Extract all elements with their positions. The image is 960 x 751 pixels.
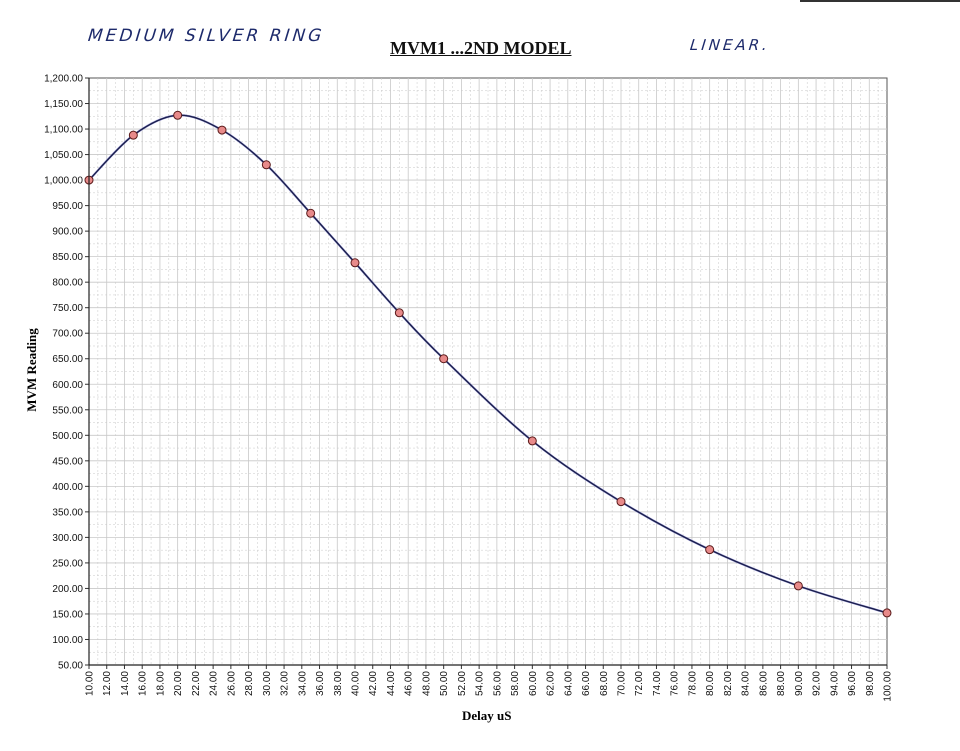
- x-tick-label: 28.00: [244, 671, 255, 696]
- x-tick-label: 12.00: [102, 671, 113, 696]
- x-tick-label: 20.00: [173, 671, 184, 696]
- scan-artifact-line: [800, 0, 960, 2]
- y-tick-label: 1,000.00: [44, 176, 83, 187]
- x-tick-label: 60.00: [528, 671, 539, 696]
- data-point: [306, 208, 316, 218]
- x-tick-label: 92.00: [812, 671, 823, 696]
- y-tick-label: 950.00: [52, 201, 83, 212]
- y-tick-label: 800.00: [52, 278, 83, 289]
- x-tick-label: 98.00: [865, 671, 876, 696]
- x-tick-label: 16.00: [138, 671, 149, 696]
- data-point: [527, 436, 537, 446]
- x-tick-label: 82.00: [723, 671, 734, 696]
- y-tick-label: 850.00: [52, 252, 83, 263]
- y-tick-label: 450.00: [52, 456, 83, 467]
- data-point: [128, 130, 138, 140]
- x-tick-label: 24.00: [209, 671, 220, 696]
- x-tick-label: 30.00: [262, 671, 273, 696]
- data-point: [261, 160, 271, 170]
- chart-title: MVM1 ...2ND MODEL: [390, 38, 572, 58]
- x-tick-label: 42.00: [368, 671, 379, 696]
- x-tick-label: 14.00: [120, 671, 131, 696]
- x-tick-label: 40.00: [351, 671, 362, 696]
- data-point: [793, 581, 803, 591]
- x-tick-label: 38.00: [333, 671, 344, 696]
- x-tick-label: 94.00: [829, 671, 840, 696]
- x-tick-label: 62.00: [546, 671, 557, 696]
- x-tick-label: 58.00: [510, 671, 521, 696]
- x-tick-label: 56.00: [492, 671, 503, 696]
- y-tick-label: 1,200.00: [44, 74, 83, 85]
- x-tick-label: 50.00: [439, 671, 450, 696]
- y-tick-label: 350.00: [52, 507, 83, 518]
- x-tick-label: 72.00: [634, 671, 645, 696]
- y-tick-label: 200.00: [52, 584, 83, 595]
- x-tick-label: 100.00: [883, 671, 894, 702]
- y-tick-label: 750.00: [52, 303, 83, 314]
- y-tick-label: 50.00: [58, 661, 83, 672]
- y-tick-label: 1,100.00: [44, 125, 83, 136]
- data-point: [173, 110, 183, 120]
- x-tick-label: 22.00: [191, 671, 202, 696]
- data-point: [350, 258, 360, 268]
- y-tick-label: 700.00: [52, 329, 83, 340]
- y-tick-label: 500.00: [52, 431, 83, 442]
- x-tick-label: 88.00: [776, 671, 787, 696]
- data-point: [439, 354, 449, 364]
- data-point: [705, 545, 715, 555]
- x-tick-label: 32.00: [280, 671, 291, 696]
- x-tick-label: 10.00: [85, 671, 96, 696]
- y-tick-label: 1,050.00: [44, 150, 83, 161]
- x-tick-label: 52.00: [457, 671, 468, 696]
- y-tick-label: 150.00: [52, 609, 83, 620]
- y-tick-label: 100.00: [52, 635, 83, 646]
- x-tick-label: 96.00: [847, 671, 858, 696]
- x-tick-label: 86.00: [758, 671, 769, 696]
- x-tick-label: 36.00: [315, 671, 326, 696]
- x-tick-label: 74.00: [652, 671, 663, 696]
- x-tick-label: 90.00: [794, 671, 805, 696]
- x-tick-label: 84.00: [741, 671, 752, 696]
- x-tick-label: 68.00: [599, 671, 610, 696]
- y-tick-label: 600.00: [52, 380, 83, 391]
- y-tick-label: 400.00: [52, 482, 83, 493]
- x-tick-label: 46.00: [404, 671, 415, 696]
- y-tick-label: 650.00: [52, 354, 83, 365]
- y-tick-label: 900.00: [52, 227, 83, 238]
- x-tick-label: 64.00: [563, 671, 574, 696]
- x-tick-label: 34.00: [297, 671, 308, 696]
- data-point: [217, 125, 227, 135]
- y-tick-label: 550.00: [52, 405, 83, 416]
- x-tick-label: 44.00: [386, 671, 397, 696]
- data-point: [394, 308, 404, 318]
- x-tick-label: 18.00: [155, 671, 166, 696]
- x-tick-label: 78.00: [687, 671, 698, 696]
- x-tick-label: 80.00: [705, 671, 716, 696]
- x-tick-label: 66.00: [581, 671, 592, 696]
- y-tick-label: 300.00: [52, 533, 83, 544]
- y-tick-label: 1,150.00: [44, 99, 83, 110]
- data-point: [616, 497, 626, 507]
- data-point: [882, 608, 892, 618]
- x-tick-label: 76.00: [670, 671, 681, 696]
- x-tick-label: 70.00: [617, 671, 628, 696]
- x-axis-label: Delay uS: [462, 708, 512, 723]
- x-tick-label: 54.00: [475, 671, 486, 696]
- y-tick-label: 250.00: [52, 558, 83, 569]
- x-tick-label: 48.00: [421, 671, 432, 696]
- x-tick-label: 26.00: [226, 671, 237, 696]
